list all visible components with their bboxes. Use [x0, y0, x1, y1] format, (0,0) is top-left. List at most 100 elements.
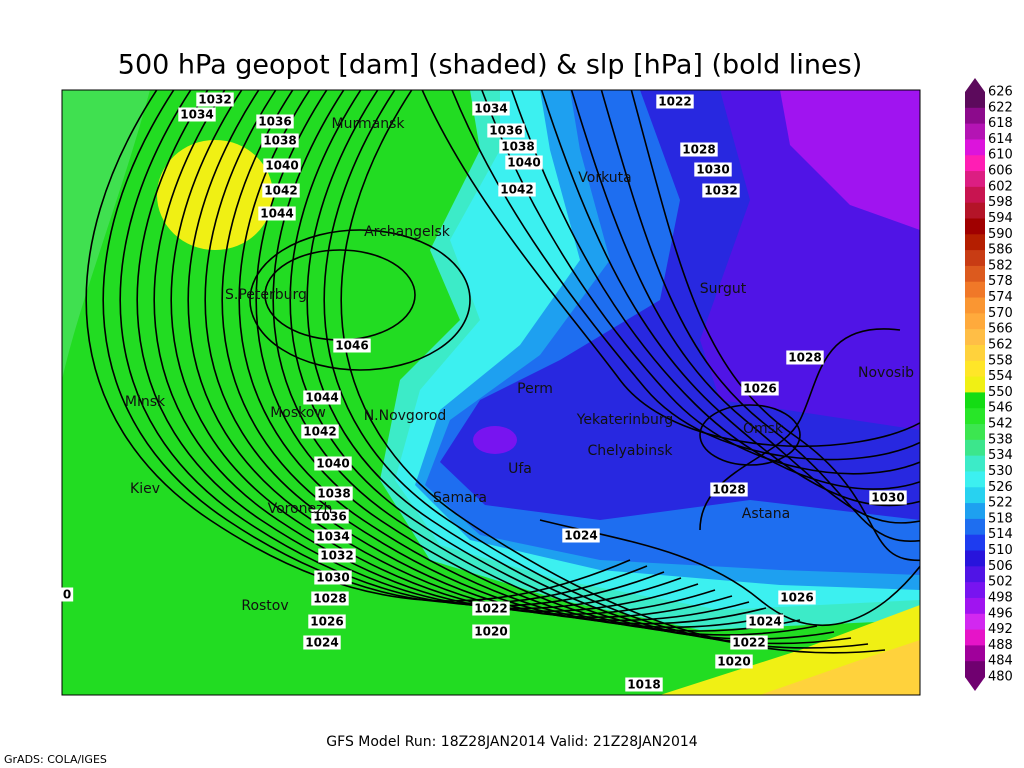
colorbar-label: 492	[988, 622, 1013, 637]
colorbar-label: 510	[988, 543, 1013, 558]
colorbar-segment	[965, 186, 985, 204]
colorbar-label: 518	[988, 511, 1013, 526]
isobar-label: 1042	[303, 425, 336, 439]
isobar	[481, 90, 920, 475]
isobar-label: 1038	[317, 487, 350, 501]
colorbar-segment	[965, 455, 985, 472]
isobar-label-box	[656, 94, 694, 109]
city-label: Minsk	[125, 394, 166, 410]
isobar-label-box	[308, 614, 346, 629]
colorbar-segment	[965, 613, 985, 631]
isobar-label-box	[746, 614, 784, 629]
city-label: Rostov	[241, 598, 288, 614]
colorbar-label: 538	[988, 432, 1013, 447]
colorbar-label: 530	[988, 464, 1013, 479]
shade-orange-se	[760, 640, 920, 695]
isobar-label-box	[869, 490, 907, 505]
isobar-label: 1030	[871, 491, 904, 505]
city-label: Surgut	[700, 281, 747, 297]
city-label: Omsk	[743, 421, 784, 437]
title: 500 hPa geopot [dam] (shaded) & slp [hPa…	[118, 50, 862, 81]
isobar-label-box	[498, 182, 536, 197]
city-label: Moskow	[270, 405, 326, 421]
colorbar-label: 484	[988, 654, 1013, 669]
isobar-label: 1018	[627, 678, 660, 692]
isobar-label: 1026	[743, 382, 776, 396]
isobar-label-box	[303, 635, 341, 650]
city-label: Samara	[433, 490, 487, 506]
isobar-label: 1036	[489, 124, 522, 138]
isobar-label-box	[314, 570, 352, 585]
city-label: Archangelsk	[364, 224, 451, 240]
isobar-label: 1034	[316, 530, 349, 544]
colorbar-segment	[965, 534, 985, 552]
colorbar-label: 506	[988, 559, 1013, 574]
isobar-label-box	[499, 139, 537, 154]
isobar-label-box	[710, 482, 748, 497]
colorbar-segment	[965, 597, 985, 615]
colorbar-segment	[965, 376, 985, 393]
isobar-label-box	[333, 338, 371, 353]
colorbar-segment	[965, 171, 985, 188]
colorbar-label: 542	[988, 417, 1013, 432]
isobar	[153, 90, 699, 613]
isobar-label: 1036	[313, 510, 346, 524]
isobar-label: 1020	[474, 625, 507, 639]
isobar-label: 1028	[682, 143, 715, 157]
colorbar-label: 594	[988, 211, 1013, 226]
isobar	[699, 404, 801, 466]
colorbar-label: 514	[988, 527, 1013, 542]
isobar-label: 1026	[310, 615, 343, 629]
isobar-label-box	[303, 390, 341, 405]
colorbar-label: 498	[988, 590, 1013, 605]
isobar-label: 1040	[507, 156, 540, 170]
isobar-label-box	[505, 155, 543, 170]
map	[62, 90, 920, 695]
isobar-label: 1022	[732, 636, 765, 650]
colorbar-label: 522	[988, 496, 1013, 511]
colorbar-label: 578	[988, 274, 1013, 289]
isobar-label-box	[263, 158, 301, 173]
isobar-label: 1034	[474, 102, 507, 116]
colorbar-segment	[965, 360, 985, 378]
colorbar-segment	[965, 645, 985, 662]
colorbar-segment	[965, 629, 985, 646]
colorbar-segment	[965, 123, 985, 140]
colorbar-label: 602	[988, 179, 1013, 194]
colorbar-segment	[965, 281, 985, 299]
colorbar-segment	[965, 234, 985, 251]
city-label: Ufa	[508, 461, 532, 477]
city-label: Murmansk	[332, 116, 406, 132]
isobar-label: 1028	[712, 483, 745, 497]
colorbar-segment	[965, 424, 985, 441]
isobar-label-box	[196, 92, 234, 107]
colorbar-top	[965, 78, 985, 92]
isobar-label: 1022	[474, 602, 507, 616]
colorbar-segment	[965, 344, 985, 362]
colorbar-label: 566	[988, 322, 1013, 337]
isobar-label: 1024	[564, 529, 597, 543]
isobar	[119, 90, 665, 607]
isobar-label: 0	[63, 588, 71, 602]
isobar	[249, 229, 471, 371]
colorbar-label: 626	[988, 85, 1013, 100]
colorbar-segment	[965, 265, 985, 283]
isobar-label-box	[487, 123, 525, 138]
isobar-label-box	[261, 133, 299, 148]
isobar-label: 1030	[316, 571, 349, 585]
colorbar-bottom	[965, 677, 985, 691]
isobar-label-box	[562, 528, 600, 543]
colorbar-label: 606	[988, 164, 1013, 179]
city-label: Kiev	[130, 481, 160, 497]
colorbar-label: 496	[988, 606, 1013, 621]
colorbar-segment	[965, 439, 985, 457]
colorbar-segment	[965, 313, 985, 330]
shade-low	[473, 426, 517, 454]
isobar-label: 1036	[258, 115, 291, 129]
colorbar-segment	[965, 661, 985, 678]
isobar-label: 1028	[788, 351, 821, 365]
colorbar-label: 562	[988, 337, 1013, 352]
colorbar-segment	[965, 518, 985, 536]
colorbar-segment	[965, 408, 985, 425]
